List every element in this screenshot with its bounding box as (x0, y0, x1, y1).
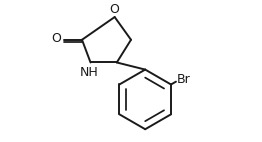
Text: O: O (110, 3, 120, 16)
Text: NH: NH (80, 66, 99, 79)
Text: O: O (51, 32, 61, 45)
Text: Br: Br (177, 73, 191, 86)
